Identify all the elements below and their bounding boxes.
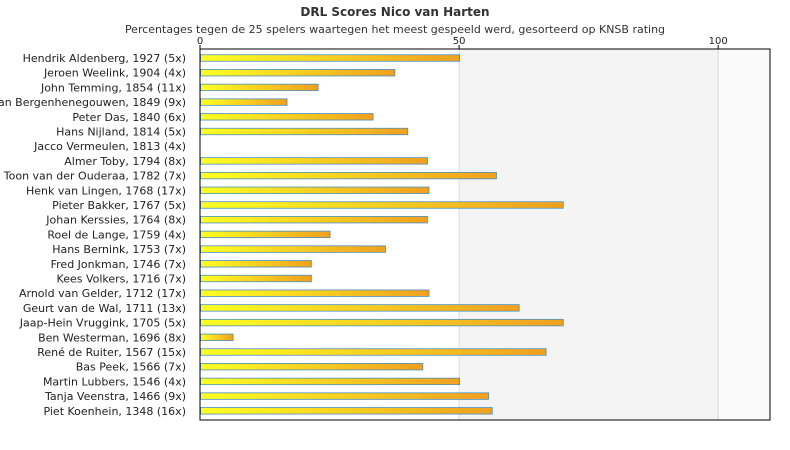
category-label: Fred Jonkman, 1746 (7x) (51, 258, 186, 271)
bar (200, 304, 520, 312)
bar (200, 83, 319, 92)
category-label: Jeroen Weelink, 1904 (4x) (43, 67, 186, 80)
category-label: Arnold van Gelder, 1712 (17x) (19, 287, 186, 300)
plot-band-1 (459, 49, 719, 420)
x-tick-label: 50 (453, 36, 466, 47)
category-label: Hans Bernink, 1753 (7x) (52, 243, 186, 256)
plot-background (200, 49, 770, 420)
category-label: Pieter Bakker, 1767 (5x) (52, 199, 186, 212)
bar (200, 274, 312, 283)
category-label: Henk van Lingen, 1768 (17x) (26, 184, 186, 197)
bar (200, 289, 430, 297)
chart-subtitle: Percentages tegen de 25 spelers waartege… (125, 23, 665, 36)
bar (200, 157, 428, 165)
bar (200, 54, 460, 62)
grid (458, 49, 719, 420)
category-label: Almer Toby, 1794 (8x) (64, 155, 186, 168)
bar (200, 113, 374, 121)
category-label: John Temming, 1854 (11x) (40, 81, 186, 94)
category-label: Jaap-Hein Vruggink, 1705 (5x) (19, 317, 186, 330)
bar (200, 318, 564, 327)
bar (200, 216, 428, 224)
x-tick-label: 100 (709, 36, 728, 47)
category-label: Toon van der Ouderaa, 1782 (7x) (3, 170, 186, 183)
bar (200, 201, 564, 209)
bar (200, 407, 493, 415)
category-label: Hendrik Aldenberg, 1927 (5x) (23, 52, 186, 65)
category-label: Kees Volkers, 1716 (7x) (57, 273, 186, 286)
category-label: Jacco Vermeulen, 1813 (4x) (33, 140, 186, 153)
category-label: Peter Das, 1840 (6x) (72, 111, 186, 124)
bar (200, 98, 288, 106)
category-label: Willem van Bergenhenegouwen, 1849 (9x) (0, 96, 186, 109)
bar (200, 245, 386, 253)
category-label: Geurt van de Wal, 1711 (13x) (23, 302, 186, 315)
category-label: Martin Lubbers, 1546 (4x) (43, 375, 186, 388)
category-label: Piet Koenhein, 1348 (16x) (43, 405, 186, 418)
bar (200, 363, 424, 371)
chart-title: DRL Scores Nico van Harten (300, 5, 489, 19)
category-label: Bas Peek, 1566 (7x) (76, 361, 186, 374)
bar (200, 348, 547, 356)
category-label: Johan Kerssies, 1764 (8x) (45, 214, 186, 227)
bar (200, 377, 460, 386)
bar (200, 392, 490, 400)
bar (200, 260, 312, 268)
category-label: Roel de Lange, 1759 (4x) (47, 228, 186, 241)
category-labels: Hendrik Aldenberg, 1927 (5x) Jeroen Weeli… (0, 52, 186, 418)
bar (200, 127, 409, 136)
bar (200, 230, 331, 239)
x-axis-ticks: 0 50 100 (197, 36, 728, 49)
category-label: René de Ruiter, 1567 (15x) (37, 346, 186, 359)
category-label: Tanja Veenstra, 1466 (9x) (44, 390, 186, 403)
category-label: Ben Westerman, 1696 (8x) (38, 331, 186, 344)
x-tick-label: 0 (197, 36, 203, 47)
bar (200, 69, 396, 77)
category-label: Hans Nijland, 1814 (5x) (56, 126, 186, 139)
plot-band-2 (718, 49, 770, 420)
bar (200, 171, 497, 180)
plot-frame (199, 48, 771, 421)
bar (200, 186, 430, 194)
bar (200, 333, 234, 341)
